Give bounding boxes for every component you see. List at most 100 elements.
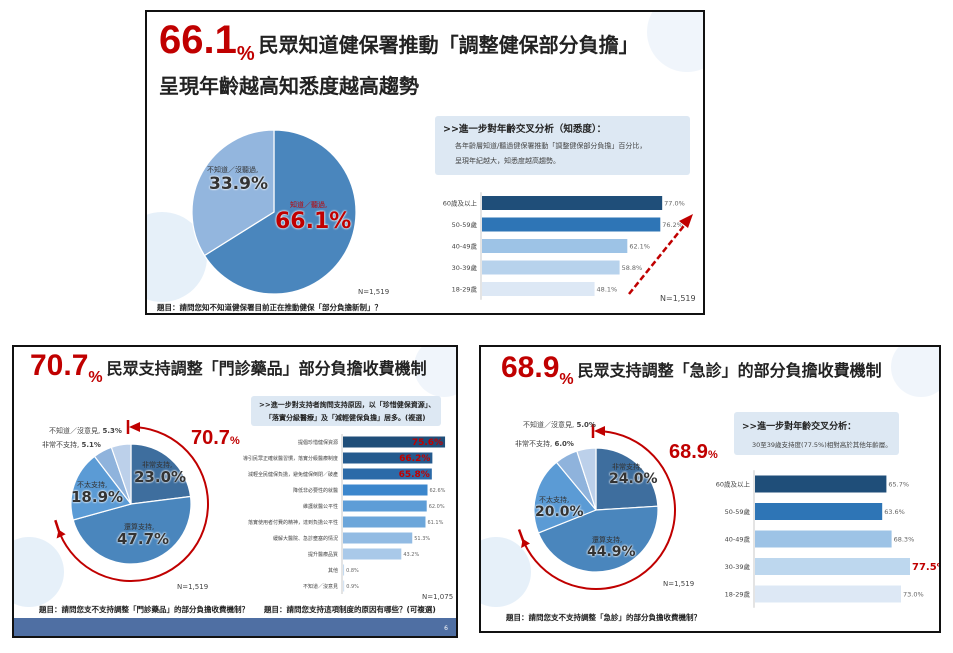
pie-sample-size: N=1,519 — [177, 583, 209, 591]
headline-unit: % — [236, 43, 255, 65]
arc-arrowhead-icon — [594, 426, 605, 436]
headline-unit: % — [88, 369, 103, 386]
bar-category-label: 60歲及以上 — [716, 479, 751, 488]
bar-category-label: 50-59歲 — [452, 220, 478, 229]
bar-value-label: 65.8% — [399, 470, 430, 480]
slide-subtitle: 呈現年齡越高知悉度越高趨勢 — [159, 74, 419, 98]
bar — [755, 530, 892, 548]
bar-category-label: 40-49歲 — [452, 241, 478, 250]
support-arc — [56, 426, 209, 582]
bar-value-label: 0.9% — [346, 584, 359, 590]
insight-text: 30至39歲支持度(77.5%)相對高於其他年齡層。 — [752, 441, 892, 449]
pie-value: 5.0% — [576, 421, 596, 429]
pie-value: 6.0% — [554, 440, 574, 448]
pie-slice — [576, 447, 597, 511]
support-total-unit: % — [707, 449, 718, 461]
support-total-unit: % — [229, 435, 240, 447]
pie-value-label: 33.9% — [209, 174, 268, 194]
pie-slice — [110, 443, 132, 505]
bar-value-label: 73.0% — [903, 590, 924, 598]
bar-category-label: 18-29歲 — [452, 284, 478, 293]
survey-question: 題目：請問您支不支持調整「急診」的部分負擔收費機制？ — [506, 613, 701, 622]
support-total-value: 68.9 — [669, 441, 708, 463]
emergency-support-by-age-bar-chart: 60歲及以上 65.7% 50-59歲 63.6% 40-49歲 68.3% 30-39歲 7… — [716, 470, 941, 608]
slide-awareness: 66.1 % 民眾知道健保署推動「調整健保部分負擔」 呈現年齡越高知悉度越高趨勢… — [145, 10, 705, 315]
emergency-support-pie-chart — [517, 424, 676, 590]
pie-value-label: 20.0% — [535, 504, 584, 520]
pie-label: 不太支持, — [77, 481, 108, 489]
pie-value-label: 66.1% — [275, 209, 352, 234]
pie-label: 非常不支持, 5.1% — [42, 440, 101, 450]
bar-category-label: 緩解大醫院、急診壅塞的情況 — [273, 535, 338, 542]
bar-value-label: 58.8% — [622, 264, 643, 272]
support-total-value: 70.7 — [191, 427, 230, 449]
pie-value-label: 18.9% — [71, 488, 124, 506]
outpatient-support-pie-chart — [54, 420, 209, 582]
page-number: 6 — [444, 625, 448, 632]
bar-value-label: 68.3% — [894, 535, 915, 543]
pie-label: 非常不支持, 6.0% — [515, 439, 574, 449]
pie-value-label: 24.0% — [609, 471, 658, 487]
bar — [343, 436, 446, 448]
survey-question-right: 題目：請問您支持這項制度的原因有哪些？(可複選) — [264, 605, 436, 614]
pie-category: 不知道／沒意見, — [523, 421, 575, 429]
slide-title: 民眾支持調整「門診藥品」部分負擔收費機制 — [106, 359, 427, 378]
bar-category-label: 不知道／沒意見 — [303, 583, 338, 590]
bar-category-label: 提升醫療品質 — [308, 551, 338, 558]
bar-category-label: 50-59歲 — [725, 507, 751, 516]
arc-arrowhead-icon — [56, 529, 66, 539]
bar-value-label: 77.0% — [664, 199, 685, 207]
bar — [755, 503, 883, 520]
pie-value-label: 44.9% — [587, 544, 636, 560]
bar — [343, 484, 428, 496]
slide-header: 68.9 % 民眾支持調整「急診」的部分負擔收費機制 — [501, 351, 882, 388]
insight-text: 各年齡層知道/聽過健保署推動「調整健保部分負擔」百分比， — [455, 142, 647, 150]
bar — [482, 282, 595, 296]
bar-value-label: 0.8% — [346, 568, 359, 574]
bar-category-label: 降低非必要性的就醫 — [293, 487, 338, 494]
pie-slice — [537, 505, 659, 573]
bar — [482, 217, 661, 232]
insight-text: 「落實分級醫療」及「減輕健保負擔」居多。(複選) — [265, 414, 426, 422]
support-total-label: 70.7% — [191, 427, 240, 450]
support-arc — [520, 430, 676, 590]
headline-unit: % — [559, 371, 574, 388]
slide-title: 民眾知道健保署推動「調整健保部分負擔」 — [258, 33, 639, 57]
insight-title: >>進一步對年齡交叉分析： — [742, 422, 857, 432]
pie-label: 不知道／沒聽過, — [207, 166, 259, 174]
bar-category-label: 60歲及以上 — [443, 198, 478, 207]
bar-category-label: 其他 — [328, 567, 338, 574]
survey-question-left: 題目：請問您支不支持調整「門診藥品」的部分負擔收費機制？ — [39, 605, 249, 614]
bar — [343, 500, 427, 512]
support-total-label: 68.9% — [669, 441, 718, 464]
pie-value: 5.3% — [102, 427, 122, 435]
headline-value: 70.7 — [30, 349, 89, 382]
bar-category-label: 提倡珍惜健保資源 — [298, 439, 338, 446]
bar-value-label: 62.0% — [429, 504, 445, 510]
pie-label: 還算支持, — [592, 536, 623, 544]
bar-value-label: 43.2% — [403, 552, 419, 558]
pie-label: 非常支持, — [142, 461, 173, 469]
bar — [482, 239, 628, 253]
bar — [343, 452, 433, 464]
bar-sample-size: N=1,519 — [660, 294, 696, 303]
pie-slice — [533, 461, 597, 534]
insight-box: >>進一步對支持者詢問支持原因，以「珍惜健保資源」、 「落實分級醫療」及「減輕健… — [251, 396, 441, 426]
pie-value-label: 47.7% — [117, 530, 170, 548]
insight-text: >>進一步對支持者詢問支持原因，以「珍惜健保資源」、 — [259, 401, 436, 409]
insight-box: >>進一步對年齡交叉分析： 30至39歲支持度(77.5%)相對高於其他年齡層。 — [734, 412, 899, 455]
insight-text: 呈現年紀越大，知悉度越高趨勢。 — [455, 157, 560, 165]
headline-value: 68.9 — [501, 351, 560, 384]
bar-value-label: 77.5% — [912, 562, 941, 573]
bar — [755, 475, 887, 493]
bar-category-label: 30-39歲 — [452, 263, 478, 272]
arc-arrowhead-icon — [521, 538, 530, 548]
pie-category: 非常不支持, — [42, 441, 80, 449]
bar-value-label: 75.6% — [412, 438, 443, 448]
headline-value: 66.1 — [159, 18, 237, 62]
pie-value: 5.1% — [81, 441, 101, 449]
pie-slice — [72, 495, 192, 565]
pie-label: 不太支持, — [539, 496, 570, 504]
bar-value-label: 66.2% — [399, 454, 430, 464]
pie-sample-size: N=1,519 — [358, 288, 390, 296]
